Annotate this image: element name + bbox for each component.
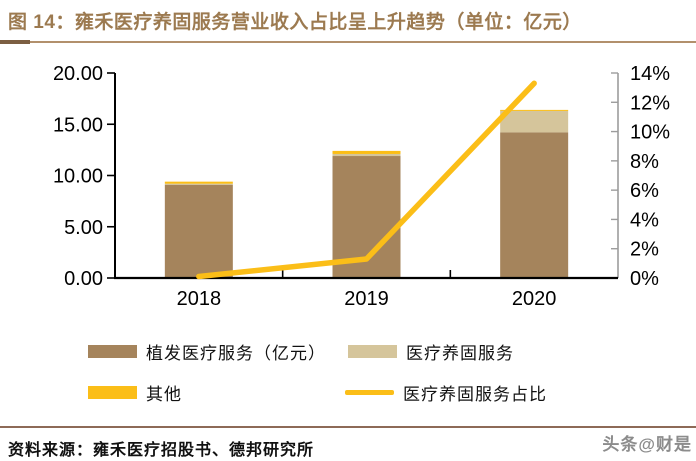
legend-swatch-other [88,385,137,399]
left-axis-tick-label: 15.00 [53,114,103,136]
legend-swatch-hair-transplant [88,344,137,358]
legend-label: 医疗养固服务 [406,343,514,363]
legend-item-medical-care: 医疗养固服务 [348,340,514,363]
right-axis-tick-label: 12% [630,92,670,114]
legend-swatch-care-share-line [345,389,394,395]
right-axis-tick-label: 4% [630,209,659,231]
legend-item-other: 其他 [88,381,182,404]
chart-area: 14% 12% 10% 8% 6% 4% 2% 0% 20.00 15.00 10.00 5.00 0.… [53,63,670,310]
bar-segment-2020-s1 [500,110,569,133]
legend-label: 植发医疗服务（亿元） [146,343,326,363]
title-divider [0,41,696,43]
bar-segment-2019-s1 [332,153,401,157]
bar-segment-2018-s0 [164,184,233,278]
source-note: 资料来源：雍禾医疗招股书、德邦研究所 [8,442,315,459]
trend-line-care-share [196,80,537,280]
legend-item-hair-transplant: 植发医疗服务（亿元） [88,340,326,363]
left-axis-tick-label: 5.00 [64,217,103,239]
right-axis-tick-label: 10% [630,122,670,144]
watermark: 头条@财是 [602,435,692,454]
left-axis-tick-label: 20.00 [53,63,103,85]
bar-segment-2019-s2 [332,150,401,154]
x-axis-label: 2019 [344,288,389,310]
right-axis-tick-label: 6% [630,180,659,202]
right-axis-tick-label: 0% [630,268,659,290]
legend-swatch-medical-care [348,344,397,358]
revenue-share-chart: 14% 12% 10% 8% 6% 4% 2% 0% 20.00 15.00 10.00 5.00 0.… [53,63,670,310]
left-axis-tick-label: 10.00 [53,166,103,188]
footer-divider [0,426,696,428]
right-axis-tick-label: 14% [630,63,670,85]
legend-label: 医疗养固服务占比 [403,384,547,404]
bar-segment-2020-s0 [500,132,569,278]
bar-segment-2018-s1 [164,183,233,185]
right-axis-tick-label: 8% [630,151,659,173]
x-axis-label: 2020 [512,288,557,310]
legend-label: 其他 [146,384,182,404]
left-axis-tick-label: 0.00 [64,268,103,290]
right-axis-tick-label: 2% [630,239,659,261]
title-divider-accent [0,40,30,44]
bar-segment-2018-s2 [164,181,233,184]
legend-item-care-share: 医疗养固服务占比 [345,381,547,404]
bar-segment-2020-s2 [500,109,569,111]
figure-title: 图 14：雍禾医疗养固服务营业收入占比呈上升趋势（单位：亿元） [8,12,582,33]
x-axis-label: 2018 [177,288,222,310]
